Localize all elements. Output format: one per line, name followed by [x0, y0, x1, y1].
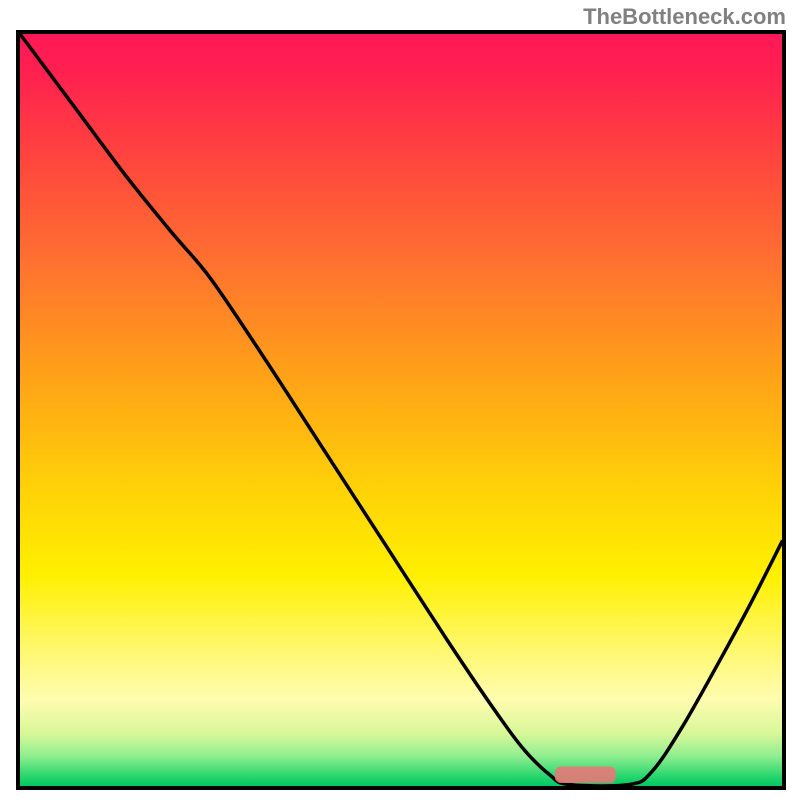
chart-container: TheBottleneck.com: [0, 0, 800, 800]
optimal-marker: [555, 766, 616, 783]
bottleneck-curve: [20, 34, 782, 786]
watermark-text: TheBottleneck.com: [583, 4, 786, 30]
curve-layer: [20, 34, 782, 786]
plot-area: [16, 30, 786, 790]
